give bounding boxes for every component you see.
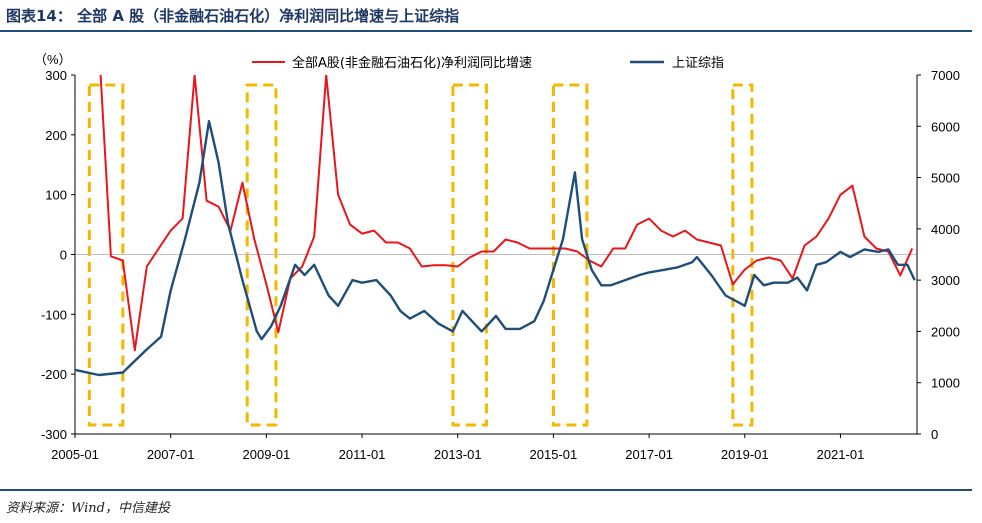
left-axis-tick-label: -100 [41,307,67,322]
series-line-2 [75,119,916,377]
right-axis-tick-label: 4000 [931,222,960,237]
x-axis-tick-label: 2015-01 [530,447,578,462]
right-axis-tick-label: 7000 [931,68,960,83]
left-axis-tick-label: -300 [41,427,67,442]
left-axis-tick-label: 200 [45,128,67,143]
legend-label-series-2: 上证综指 [672,56,724,71]
right-axis-tick-label: 1000 [931,376,960,391]
x-axis-tick-label: 2009-01 [243,447,291,462]
right-axis-tick-label: 3000 [931,273,960,288]
legend: 全部A股(非金融石油石化)净利润同比增速 上证综指 [252,55,724,71]
x-axis-tick-label: 2019-01 [721,447,769,462]
top-rule [0,30,972,32]
right-axis-tick-label: 2000 [931,324,960,339]
right-axis-tick-label: 0 [931,427,938,442]
left-axis-tick-label: -200 [41,367,67,382]
legend-label-series-1: 全部A股(非金融石油石化)净利润同比增速 [292,55,532,71]
x-axis-tick-label: 2017-01 [625,447,673,462]
x-axis-tick-label: 2013-01 [434,447,482,462]
left-axis-tick-label: 300 [45,68,67,83]
right-axis-tick-label: 6000 [931,119,960,134]
source-note: 资料来源：Wind，中信建投 [6,501,170,516]
chart-title: 图表14： 全部 A 股（非金融石油石化）净利润同比增速与上证综指 [6,7,460,25]
bottom-rule [0,489,972,491]
x-axis-tick-label: 2007-01 [147,447,195,462]
x-axis-tick-label: 2021-01 [817,447,865,462]
x-axis-tick-label: 2011-01 [339,447,386,462]
series-lines [75,75,916,377]
right-axis-tick-label: 5000 [931,171,960,186]
left-axis-tick-label: 0 [60,248,67,263]
series-line-1 [99,75,914,352]
axes: 3002001000-100-200-300700060005000400030… [41,68,960,462]
left-axis-tick-label: 100 [45,188,67,203]
x-axis-tick-label: 2005-01 [51,447,99,462]
left-axis-unit-label: （%） [34,52,72,67]
